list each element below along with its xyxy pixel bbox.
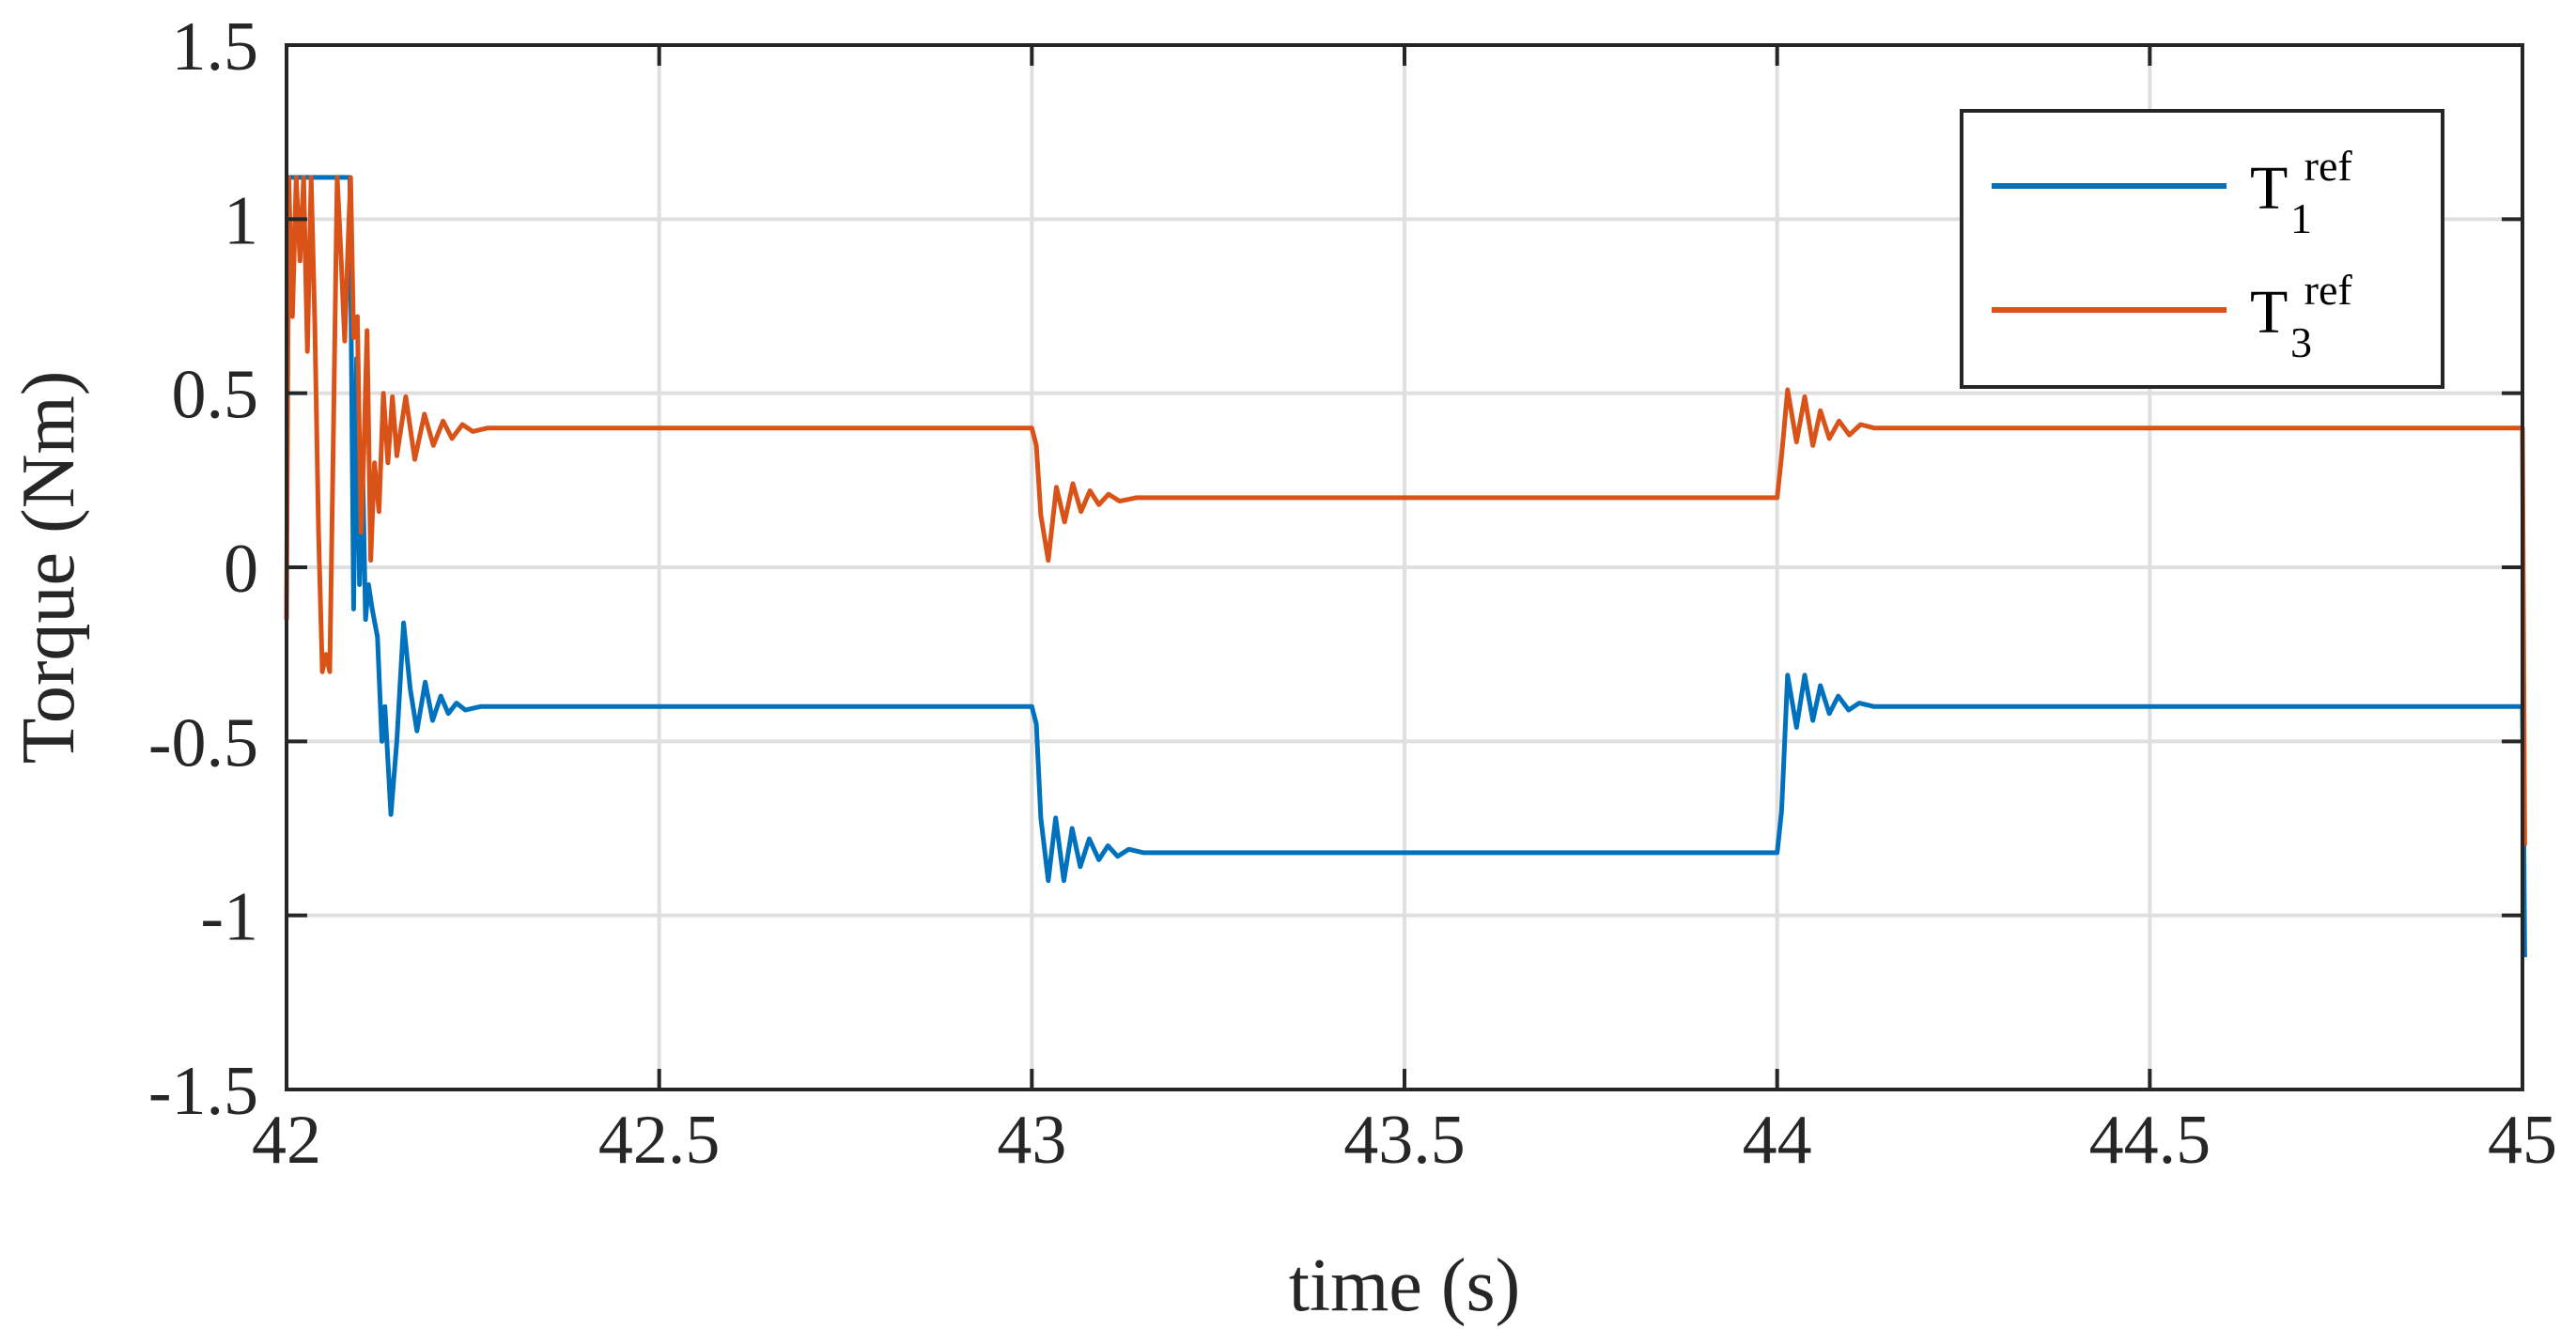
legend: T ref 1 T ref 3	[1960, 109, 2444, 389]
x-tick-label: 43.5	[1343, 1102, 1466, 1179]
x-axis-label: time (s)	[1289, 1244, 1521, 1327]
x-tick-label: 42.5	[598, 1102, 721, 1179]
x-tick-label: 44.5	[2089, 1102, 2211, 1179]
y-tick-label: 1.5	[172, 8, 259, 85]
legend-box	[1960, 109, 2444, 389]
x-tick-label: 43	[997, 1102, 1066, 1179]
legend-label-t1: T ref 1	[2250, 126, 2367, 242]
series-line-2	[284, 175, 2527, 846]
y-tick-label: 1	[224, 182, 258, 259]
legend-sup-t1: ref	[2304, 142, 2353, 190]
legend-sub-t3: 3	[2290, 318, 2312, 366]
x-tick-labels: 42 42.5 43 43.5 44 44.5 45	[252, 1102, 2557, 1179]
y-tick-label: -1	[200, 879, 258, 956]
series-layer	[284, 175, 2527, 958]
y-tick-label: 0	[224, 531, 258, 608]
x-tick-label: 42	[252, 1102, 321, 1179]
axes	[285, 43, 2524, 1091]
x-tick-label: 45	[2488, 1102, 2557, 1179]
legend-sub-t1: 1	[2290, 194, 2312, 242]
legend-base-t3: T	[2250, 278, 2288, 347]
series-line-1	[287, 175, 2527, 958]
legend-base-t1: T	[2250, 154, 2288, 223]
y-axis-label: Torque (Nm)	[8, 371, 90, 765]
y-tick-labels: 1.5 1 0.5 0 -0.5 -1 -1.5	[148, 8, 258, 1130]
x-tick-label: 44	[1743, 1102, 1812, 1179]
y-tick-label: -1.5	[148, 1053, 258, 1130]
y-tick-label: -0.5	[148, 704, 258, 781]
legend-label-t3: T ref 3	[2250, 250, 2367, 366]
legend-sup-t3: ref	[2304, 266, 2353, 314]
y-tick-label: 0.5	[172, 357, 259, 434]
